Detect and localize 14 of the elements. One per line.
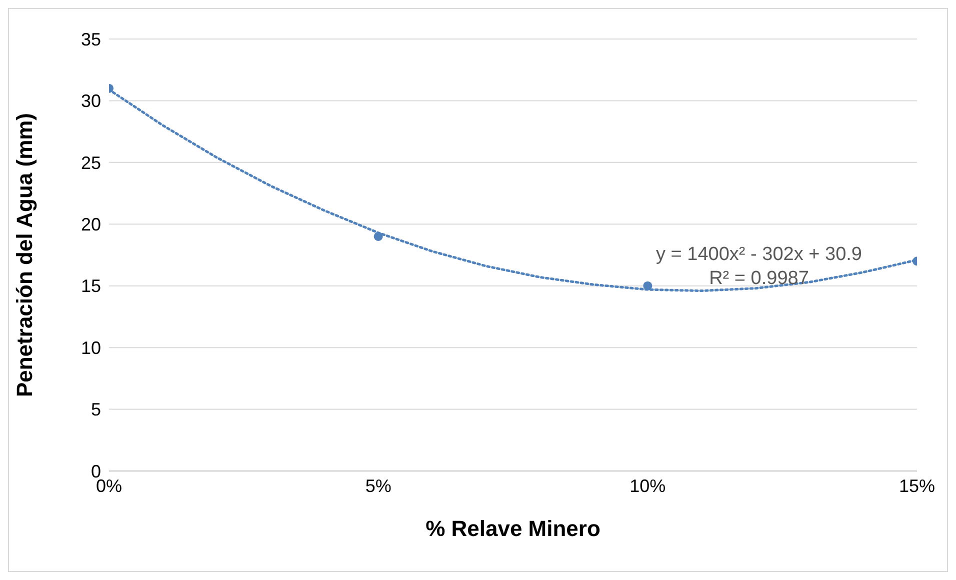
- x-tick-label: 15%: [898, 476, 936, 496]
- y-tick-label: 10: [80, 338, 101, 358]
- y-tick-label: 5: [90, 400, 101, 420]
- y-tick-label: 15: [80, 276, 101, 296]
- annotation: R² = 0.9987: [708, 267, 810, 291]
- annotation: y = 1400x² - 302x + 30.9: [655, 243, 863, 267]
- x-tick-label: 5%: [365, 476, 392, 496]
- y-tick-label: 30: [80, 91, 101, 112]
- x-axis-title: % Relave Minero: [426, 516, 600, 541]
- x-tick-label: 10%: [630, 476, 666, 496]
- y-axis-title: Penetración del Agua (mm): [12, 112, 37, 398]
- y-tick-label: 20: [80, 214, 101, 235]
- y-tick-label: 25: [80, 152, 101, 173]
- y-tick-label: 35: [80, 29, 101, 50]
